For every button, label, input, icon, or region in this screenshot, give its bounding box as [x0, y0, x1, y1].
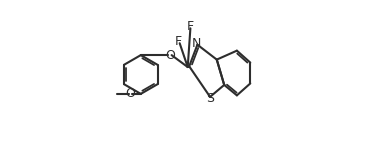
Text: F: F: [187, 20, 194, 33]
Text: O: O: [165, 49, 175, 62]
Text: N: N: [192, 37, 201, 50]
Text: S: S: [206, 92, 214, 105]
Text: F: F: [175, 35, 182, 48]
Text: O: O: [126, 87, 135, 100]
